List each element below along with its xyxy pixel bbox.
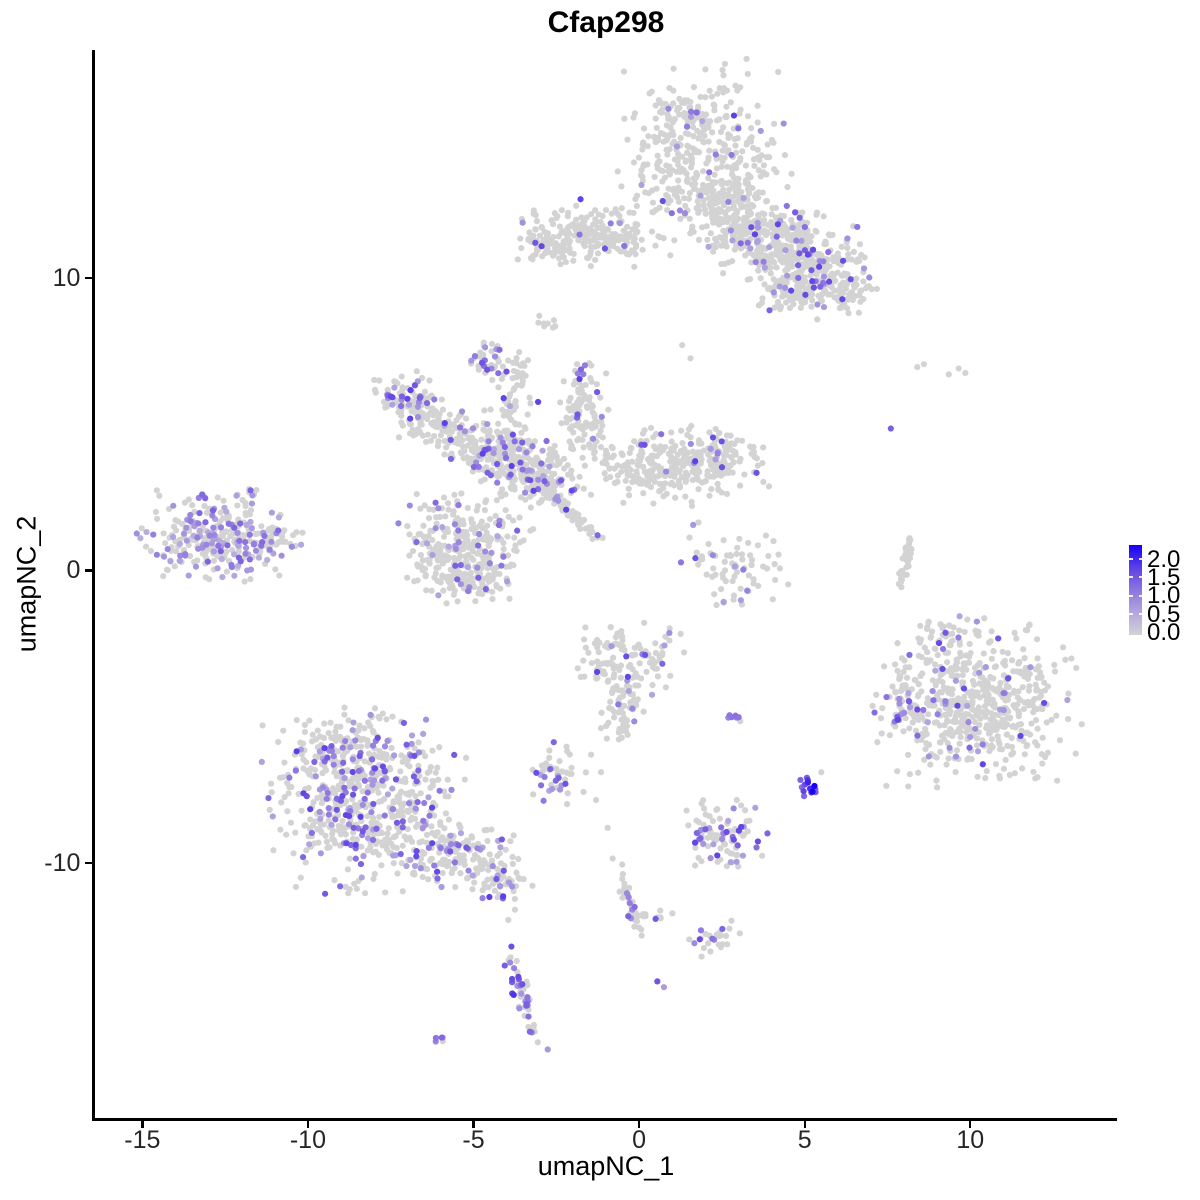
legend-tick-mark: [1138, 576, 1142, 579]
legend-label: 1.5: [1147, 563, 1181, 591]
x-tick-mark: [637, 1120, 641, 1128]
x-tick-label: -15: [124, 1126, 161, 1154]
legend-tick-mark: [1129, 558, 1133, 560]
x-tick-label: -10: [289, 1126, 326, 1154]
y-tick-label: 10: [52, 263, 81, 292]
x-tick-label: -5: [462, 1126, 485, 1154]
legend-tick-mark: [1129, 594, 1133, 597]
y-tick-mark: [85, 861, 93, 865]
y-tick-mark: [85, 569, 93, 572]
x-tick-mark: [306, 1120, 310, 1128]
y-tick-mark: [85, 276, 93, 280]
legend-label: 1.0: [1147, 582, 1181, 610]
legend-label: 0.0: [1147, 619, 1181, 646]
legend-tick-mark: [1129, 613, 1133, 616]
y-tick-label: -10: [44, 848, 81, 877]
legend-tick-mark: [1138, 594, 1142, 597]
x-tick-mark: [472, 1120, 475, 1128]
y-axis-title: umapNC_2: [11, 515, 42, 653]
x-tick-mark: [803, 1120, 806, 1128]
x-axis-line: [92, 1118, 1117, 1121]
x-tick-label: 5: [797, 1126, 812, 1154]
x-axis-title: umapNC_1: [537, 1151, 675, 1181]
legend-tick-mark: [1129, 576, 1133, 579]
legend-tick-mark: [1138, 613, 1142, 616]
legend-label: 2.0: [1147, 545, 1181, 573]
y-axis-line: [92, 50, 95, 1121]
legend-tick-mark: [1138, 558, 1142, 560]
legend-colorbar: [1129, 545, 1142, 635]
x-tick-label: 0: [632, 1126, 647, 1154]
legend-label: 0.5: [1147, 600, 1181, 628]
x-tick-mark: [969, 1120, 972, 1128]
y-tick-label: 0: [66, 556, 81, 585]
x-tick-mark: [141, 1120, 144, 1128]
x-tick-label: 10: [956, 1126, 985, 1154]
